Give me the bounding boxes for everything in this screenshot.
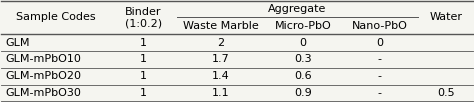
Text: 1: 1 (140, 54, 147, 64)
Text: 0.5: 0.5 (437, 88, 455, 98)
Text: Micro-PbO: Micro-PbO (274, 21, 331, 31)
Text: 1.4: 1.4 (211, 71, 229, 81)
Text: Aggregate: Aggregate (268, 4, 327, 14)
Text: 1.1: 1.1 (212, 88, 229, 98)
Text: Waste Marble: Waste Marble (182, 21, 258, 31)
Text: Nano-PbO: Nano-PbO (352, 21, 408, 31)
Text: GLM-mPbO10: GLM-mPbO10 (5, 54, 82, 64)
Text: GLM: GLM (5, 38, 30, 48)
Text: 1: 1 (140, 38, 147, 48)
Text: 2: 2 (217, 38, 224, 48)
Text: 0.9: 0.9 (294, 88, 312, 98)
Text: 1.7: 1.7 (211, 54, 229, 64)
Text: Binder
(1:0.2): Binder (1:0.2) (125, 7, 162, 28)
Text: 1: 1 (140, 88, 147, 98)
Text: 0: 0 (376, 38, 383, 48)
Text: 0.3: 0.3 (294, 54, 312, 64)
Text: Water: Water (429, 12, 462, 22)
Text: 1: 1 (140, 71, 147, 81)
Text: -: - (378, 88, 382, 98)
Text: -: - (378, 54, 382, 64)
Text: Sample Codes: Sample Codes (16, 12, 95, 22)
Text: GLM-mPbO20: GLM-mPbO20 (5, 71, 82, 81)
Text: GLM-mPbO30: GLM-mPbO30 (5, 88, 82, 98)
Text: -: - (378, 71, 382, 81)
Text: 0: 0 (300, 38, 307, 48)
Text: 0.6: 0.6 (294, 71, 312, 81)
